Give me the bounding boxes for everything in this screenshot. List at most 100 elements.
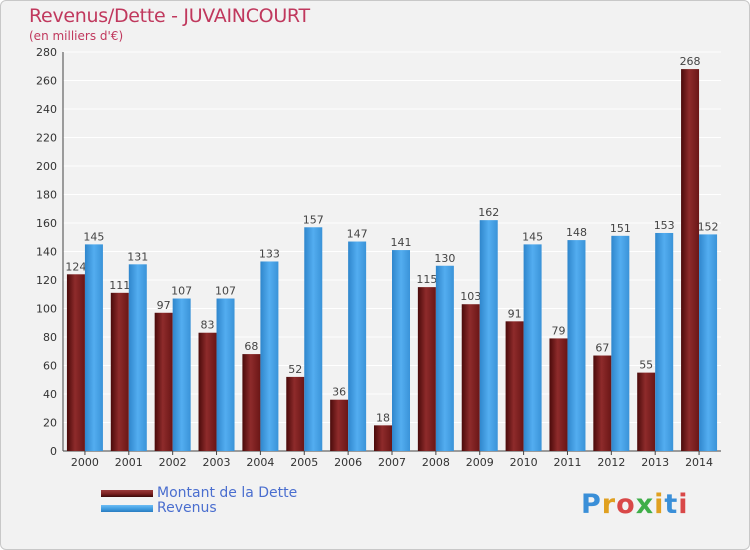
label-dette-2014: 268	[680, 55, 701, 68]
x-tick-label-2005: 2005	[290, 456, 318, 469]
y-tick-label-120: 120	[36, 274, 57, 287]
logo-letter: o	[616, 489, 636, 520]
y-tick-label-160: 160	[36, 217, 57, 230]
bar-dette-2005	[286, 376, 305, 451]
label-dette-2002: 97	[157, 299, 171, 312]
bar-revenus-2014	[699, 234, 718, 451]
logo-letter: i	[678, 489, 689, 520]
label-revenus-2005: 157	[303, 213, 324, 226]
x-tick-label-2010: 2010	[510, 456, 538, 469]
bar-revenus-2007	[392, 250, 410, 451]
label-dette-2004: 68	[244, 340, 258, 353]
bar-revenus-2008	[435, 265, 454, 451]
label-dette-2007: 18	[376, 411, 390, 424]
bar-dette-2003	[198, 332, 217, 451]
legend-label-dette: Montant de la Dette	[157, 485, 298, 501]
bar-dette-2012	[593, 355, 612, 451]
y-tick-label-240: 240	[36, 103, 57, 116]
bar-revenus-2010	[523, 244, 542, 451]
label-revenus-2014: 152	[698, 220, 719, 233]
legend-label-revenus: Revenus	[157, 500, 217, 516]
logo-letter: r	[601, 489, 617, 520]
y-tick-label-260: 260	[36, 75, 57, 88]
label-revenus-2004: 133	[259, 247, 280, 260]
label-revenus-2007: 141	[391, 236, 412, 249]
label-revenus-2002: 107	[171, 285, 192, 298]
x-tick-label-2003: 2003	[203, 456, 231, 469]
bar-dette-2000	[66, 274, 85, 451]
label-revenus-2012: 151	[610, 222, 631, 235]
bar-revenus-2005	[304, 227, 323, 451]
legend-swatch-dette	[101, 490, 153, 497]
bar-dette-2013	[637, 372, 656, 451]
bar-revenus-2009	[479, 220, 498, 451]
bar-dette-2014	[681, 69, 700, 451]
label-dette-2001: 111	[109, 279, 130, 292]
label-dette-2013: 55	[639, 359, 653, 372]
logo-letter: x	[635, 489, 655, 520]
x-tick-label-2014: 2014	[685, 456, 713, 469]
y-tick-label-0: 0	[50, 445, 57, 458]
label-dette-2000: 124	[65, 260, 86, 273]
bar-dette-2007	[374, 425, 392, 451]
label-dette-2009: 103	[460, 290, 481, 303]
bar-dette-2002	[154, 312, 173, 451]
chart-title: Revenus/Dette - JUVAINCOURT	[29, 5, 310, 27]
bar-revenus-2000	[84, 244, 103, 451]
label-revenus-2011: 148	[566, 226, 587, 239]
label-dette-2005: 52	[288, 363, 302, 376]
bar-revenus-2001	[128, 264, 147, 451]
label-dette-2003: 83	[201, 319, 215, 332]
x-tick-label-2001: 2001	[115, 456, 143, 469]
y-tick-label-280: 280	[36, 46, 57, 59]
label-revenus-2009: 162	[478, 206, 499, 219]
x-tick-label-2006: 2006	[334, 456, 362, 469]
bar-revenus-2012	[611, 235, 630, 451]
y-tick-label-200: 200	[36, 160, 57, 173]
y-tick-label-80: 80	[43, 331, 57, 344]
y-tick-label-40: 40	[43, 388, 57, 401]
bar-revenus-2004	[260, 261, 279, 451]
bar-revenus-2013	[655, 232, 674, 451]
y-tick-label-100: 100	[36, 303, 57, 316]
label-revenus-2006: 147	[347, 228, 368, 241]
x-tick-label-2013: 2013	[641, 456, 669, 469]
x-tick-label-2000: 2000	[71, 456, 99, 469]
legend-swatch-revenus	[101, 505, 153, 512]
x-tick-label-2007: 2007	[378, 456, 406, 469]
x-tick-label-2012: 2012	[597, 456, 625, 469]
x-tick-label-2009: 2009	[466, 456, 494, 469]
bar-revenus-2011	[567, 240, 586, 451]
logo-letter: t	[664, 489, 679, 520]
logo-letter: i	[654, 489, 665, 520]
bar-revenus-2003	[216, 298, 235, 451]
bar-dette-2006	[330, 399, 349, 451]
bar-revenus-2002	[172, 298, 191, 451]
label-dette-2010: 91	[508, 307, 522, 320]
label-dette-2012: 67	[595, 342, 609, 355]
x-tick-label-2002: 2002	[159, 456, 187, 469]
logo-letter: P	[581, 489, 602, 520]
label-dette-2008: 115	[416, 273, 437, 286]
bar-dette-2011	[549, 338, 568, 451]
x-tick-label-2008: 2008	[422, 456, 450, 469]
y-tick-label-220: 220	[36, 132, 57, 145]
y-tick-label-60: 60	[43, 360, 57, 373]
label-revenus-2000: 145	[83, 230, 104, 243]
label-revenus-2001: 131	[127, 250, 148, 263]
proxiti-logo: Proxiti	[581, 489, 689, 520]
x-tick-label-2011: 2011	[553, 456, 581, 469]
bar-dette-2008	[417, 287, 436, 451]
bar-dette-2004	[242, 354, 261, 451]
y-tick-label-140: 140	[36, 246, 57, 259]
bar-dette-2009	[461, 304, 480, 451]
label-revenus-2013: 153	[654, 219, 675, 232]
y-tick-label-180: 180	[36, 189, 57, 202]
bar-dette-2001	[110, 292, 129, 451]
label-dette-2011: 79	[551, 324, 565, 337]
label-dette-2006: 36	[332, 386, 346, 399]
y-tick-label-20: 20	[43, 417, 57, 430]
label-revenus-2008: 130	[434, 252, 455, 265]
